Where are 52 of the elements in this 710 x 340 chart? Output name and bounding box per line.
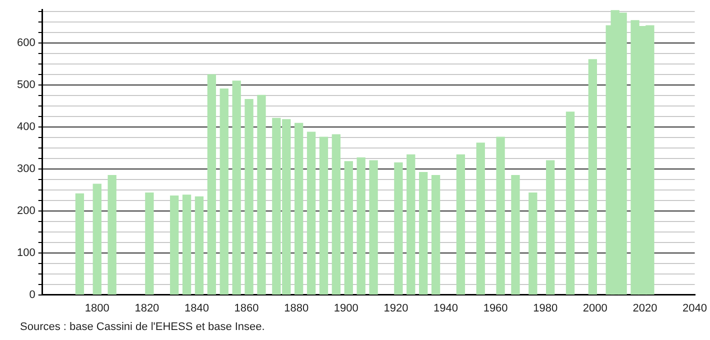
bar bbox=[476, 142, 485, 295]
x-tick-label: 1820 bbox=[134, 302, 160, 314]
bar bbox=[220, 88, 228, 295]
bar bbox=[496, 136, 505, 295]
y-tick-label: 300 bbox=[16, 163, 36, 176]
x-tick-label: 1840 bbox=[184, 302, 209, 314]
x-tick-label: 1960 bbox=[483, 302, 508, 314]
bar bbox=[344, 161, 353, 295]
y-tick-label: 0 bbox=[29, 288, 36, 301]
bar bbox=[182, 194, 192, 295]
bar bbox=[92, 184, 102, 295]
bar bbox=[170, 195, 179, 295]
bar bbox=[456, 154, 466, 295]
source-note: Sources : base Cassini de l'EHESS et base Insee. bbox=[20, 321, 265, 333]
x-tick-label: 2000 bbox=[582, 302, 608, 314]
bar bbox=[244, 99, 254, 295]
y-tick-label: 600 bbox=[16, 37, 36, 50]
x-tick-label: 1980 bbox=[533, 302, 558, 314]
x-tick-label: 2040 bbox=[682, 302, 708, 314]
x-tick-label: 1920 bbox=[384, 302, 408, 314]
bar bbox=[356, 157, 366, 295]
bar bbox=[194, 196, 204, 295]
bar bbox=[108, 174, 116, 295]
bar bbox=[294, 122, 304, 295]
bar bbox=[528, 192, 538, 295]
bar bbox=[207, 74, 216, 295]
bar bbox=[566, 112, 575, 295]
bar bbox=[332, 134, 341, 295]
y-tick-label: 400 bbox=[16, 121, 36, 134]
bar bbox=[419, 172, 428, 295]
bar bbox=[257, 94, 266, 295]
bar bbox=[394, 162, 403, 295]
bar bbox=[306, 132, 316, 295]
bar bbox=[588, 59, 597, 295]
y-tick-label: 500 bbox=[16, 79, 36, 92]
bar bbox=[75, 193, 84, 295]
bar bbox=[511, 174, 520, 295]
bar bbox=[319, 136, 328, 295]
x-tick-label: 1880 bbox=[284, 302, 309, 314]
y-tick-label: 200 bbox=[16, 204, 36, 217]
y-tick-label: 100 bbox=[16, 246, 36, 259]
x-tick-label: 1860 bbox=[234, 302, 259, 314]
bar bbox=[406, 154, 416, 295]
x-tick-label: 1900 bbox=[334, 302, 358, 314]
x-tick-label: 1800 bbox=[84, 302, 110, 314]
x-tick-label: 1940 bbox=[434, 302, 458, 314]
bar bbox=[546, 160, 555, 295]
x-tick-label: 2020 bbox=[632, 302, 658, 314]
bar bbox=[232, 80, 241, 295]
bar bbox=[431, 174, 440, 295]
bar bbox=[145, 192, 154, 295]
bar bbox=[369, 160, 378, 295]
